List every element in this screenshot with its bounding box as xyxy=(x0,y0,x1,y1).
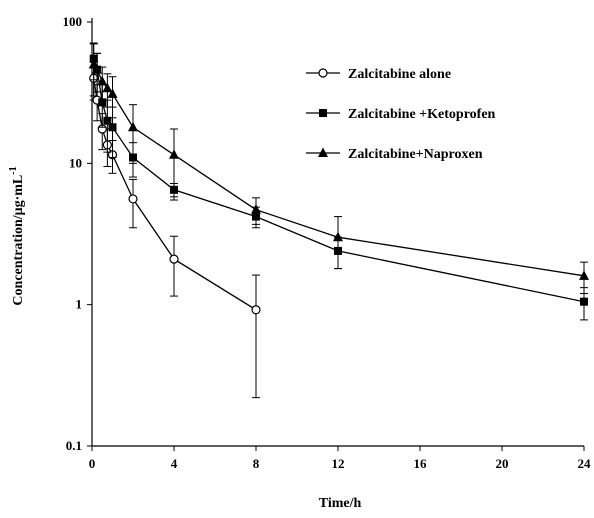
data-point xyxy=(92,64,103,74)
data-point xyxy=(251,204,261,214)
series-1 xyxy=(89,61,261,399)
axes: 0 4 8 12 16 20 24 0.1 1 10 100 xyxy=(63,14,592,471)
series-line xyxy=(93,58,585,303)
y-tick-label: 10 xyxy=(69,155,82,170)
legend-marker xyxy=(319,109,327,117)
data-point xyxy=(169,254,179,264)
x-tick-label: 20 xyxy=(496,456,509,471)
legend-label: Zalcitabine+Naproxen xyxy=(348,147,483,162)
legend-entry-1: Zalcitabine alone xyxy=(306,67,451,82)
x-tick-label: 4 xyxy=(171,456,178,471)
legend-label: Zalcitabine alone xyxy=(348,67,451,82)
data-point xyxy=(107,88,118,98)
data-point xyxy=(169,149,179,159)
x-tick-label: 0 xyxy=(89,456,96,471)
data-point xyxy=(128,194,138,204)
series-line xyxy=(93,64,585,277)
data-point xyxy=(102,82,113,93)
legend: Zalcitabine alone Zalcitabine +Ketoprofen… xyxy=(306,67,496,162)
x-tick-label: 12 xyxy=(332,456,345,471)
y-axis-title-main: Concentration/μg·mL xyxy=(11,175,26,306)
series-line xyxy=(93,78,257,311)
series-layer xyxy=(88,42,589,399)
legend-entry-3: Zalcitabine+Naproxen xyxy=(306,147,483,162)
legend-marker xyxy=(318,147,328,157)
x-axis-title: Time/h xyxy=(319,496,362,511)
data-point xyxy=(98,98,107,107)
legend-label: Zalcitabine +Ketoprofen xyxy=(348,107,496,122)
y-tick-label: 1 xyxy=(76,297,83,312)
data-point xyxy=(103,116,112,125)
y-axis-title: Concentration/μg·mL-1 xyxy=(8,166,26,305)
data-point xyxy=(333,231,343,242)
data-point xyxy=(579,270,589,280)
x-tick-label: 16 xyxy=(414,456,428,471)
data-point xyxy=(128,121,138,132)
y-axis-title-superscript: -1 xyxy=(8,166,19,174)
data-point xyxy=(97,75,108,86)
x-tick-label: 24 xyxy=(578,456,592,471)
data-point xyxy=(251,305,261,315)
legend-marker xyxy=(318,68,328,78)
data-point xyxy=(580,297,588,306)
y-tick-label: 0.1 xyxy=(66,438,82,453)
series-3 xyxy=(88,43,589,294)
x-tick-label: 8 xyxy=(253,456,260,471)
data-point xyxy=(108,123,117,132)
y-tick-label: 100 xyxy=(63,14,83,29)
legend-entry-2: Zalcitabine +Ketoprofen xyxy=(306,107,496,122)
series-2 xyxy=(89,42,588,321)
